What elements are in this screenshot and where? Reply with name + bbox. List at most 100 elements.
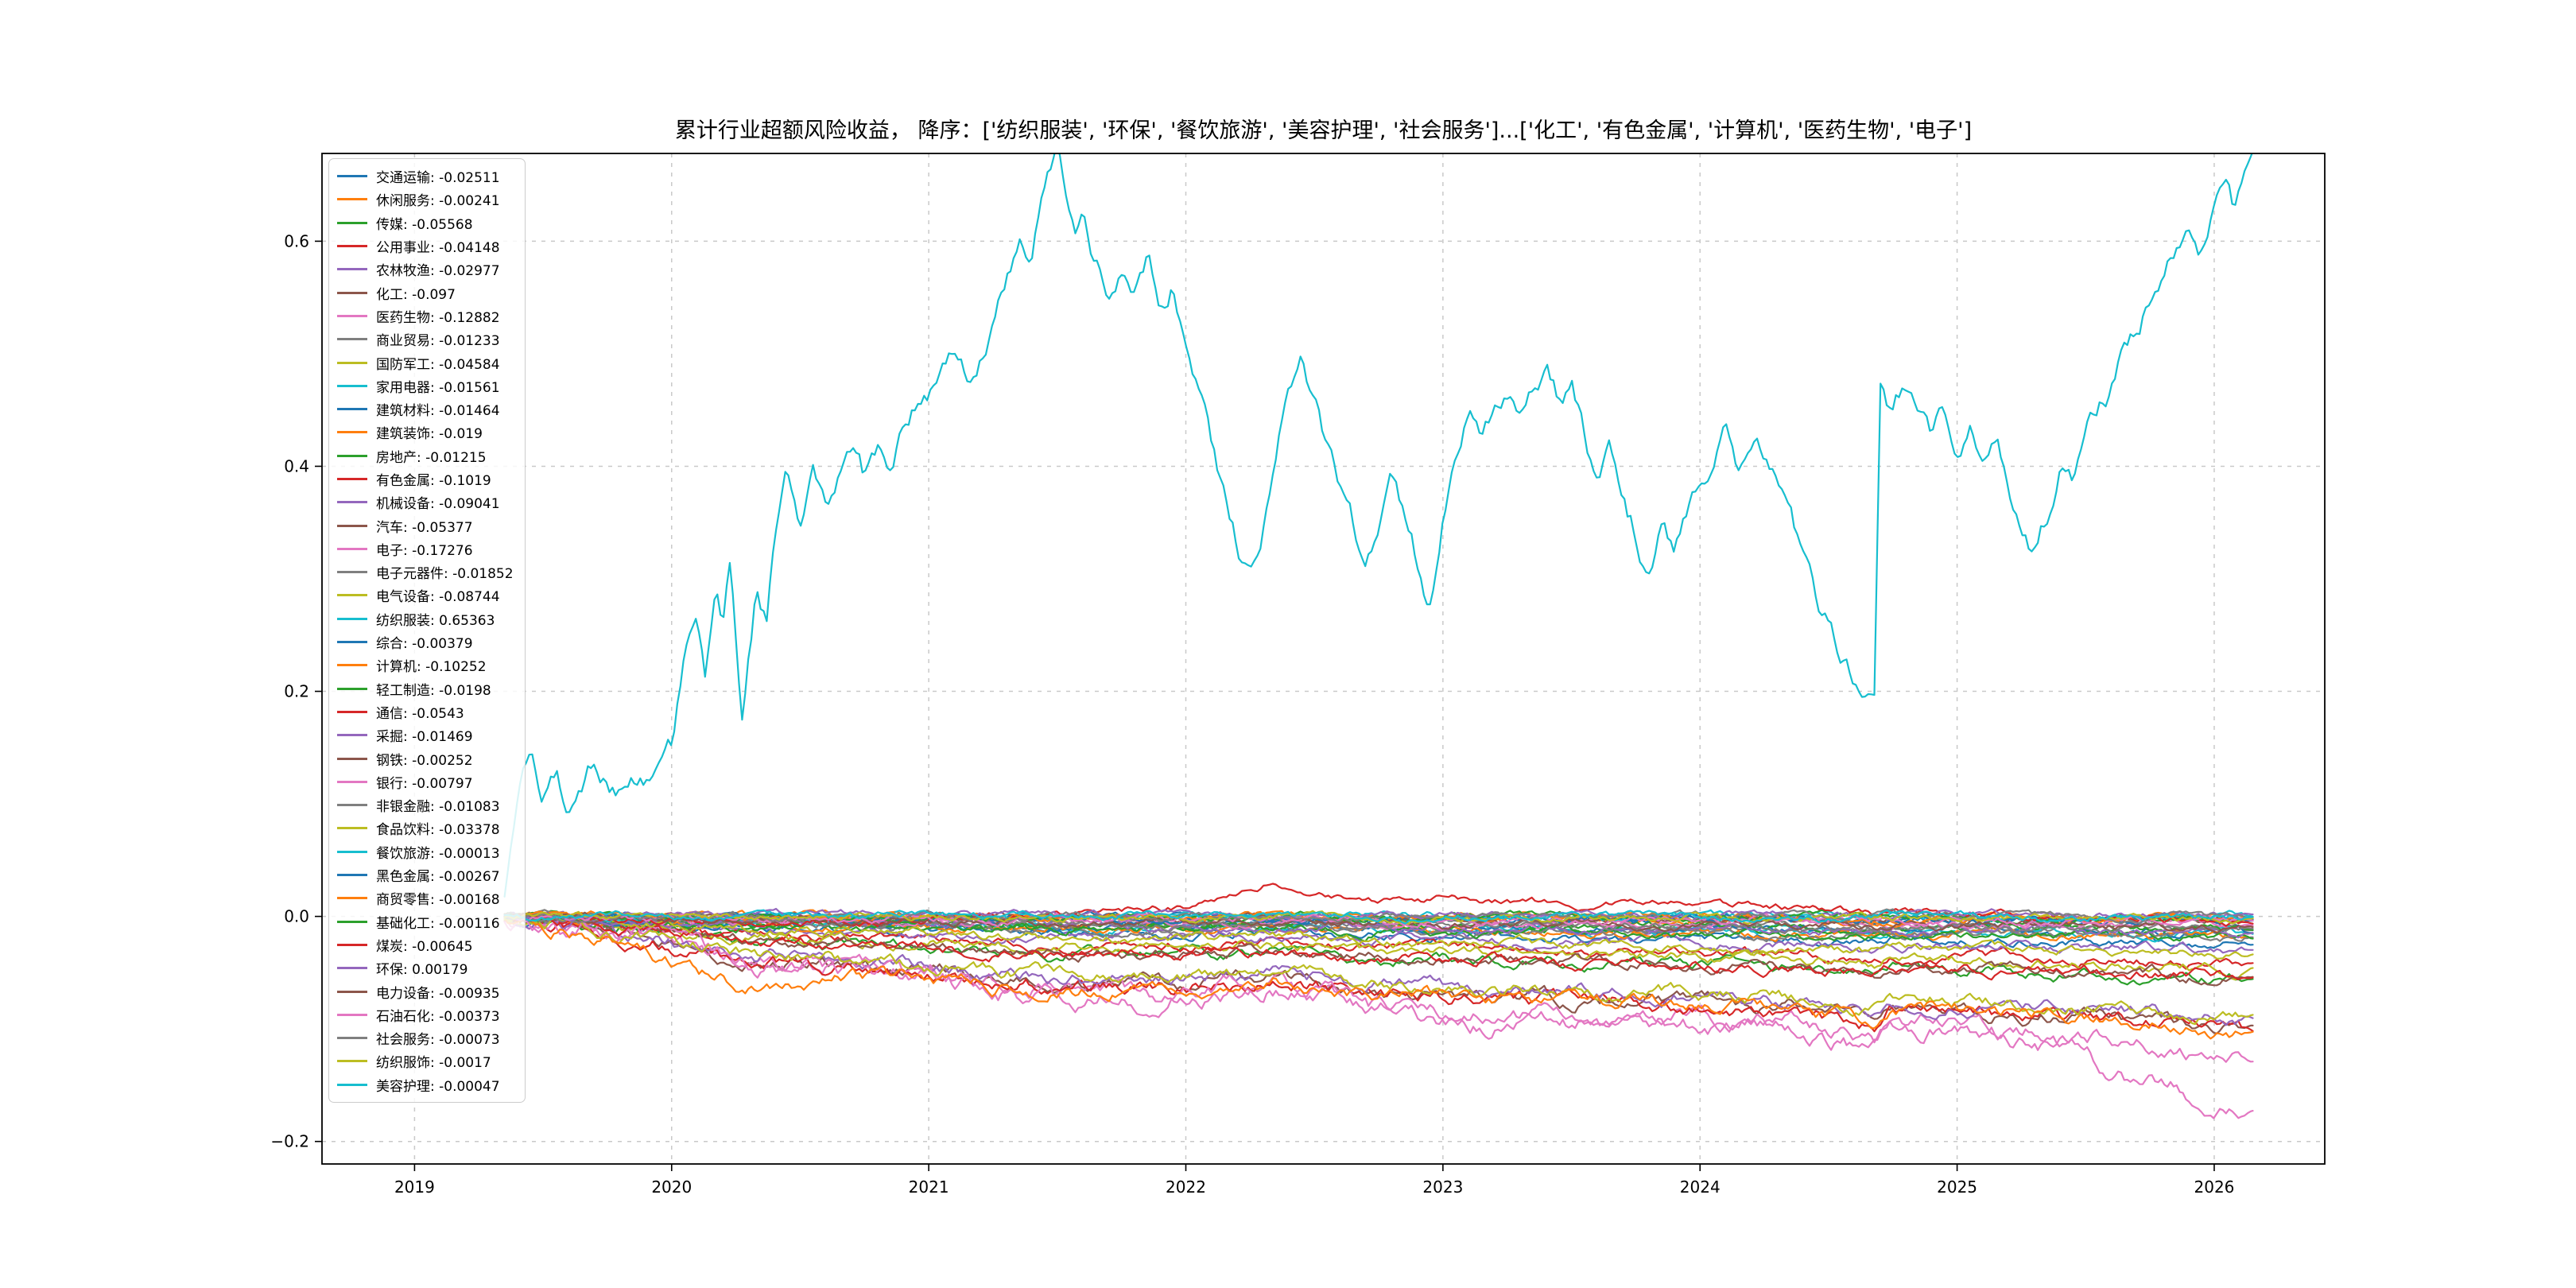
legend-swatch xyxy=(337,198,367,201)
series-line-19 xyxy=(503,153,2253,898)
legend-item: 房地产: -0.01215 xyxy=(337,444,514,467)
legend-label: 电子: -0.17276 xyxy=(376,542,473,559)
legend-swatch xyxy=(337,431,367,434)
y-tick-label: 0.4 xyxy=(284,456,309,475)
legend-item: 社会服务: -0.00073 xyxy=(337,1026,514,1049)
legend-swatch xyxy=(337,245,367,248)
legend-label: 美容护理: -0.00047 xyxy=(376,1078,500,1095)
legend-swatch xyxy=(337,1083,367,1086)
legend-label: 非银金融: -0.01083 xyxy=(376,799,500,816)
legend-swatch xyxy=(337,780,367,783)
legend-label: 计算机: -0.10252 xyxy=(376,659,487,676)
legend-item: 商业贸易: -0.01233 xyxy=(337,328,514,351)
legend-swatch xyxy=(337,501,367,504)
legend-swatch xyxy=(337,687,367,690)
legend-item: 采掘: -0.01469 xyxy=(337,724,514,747)
legend-item: 通信: -0.0543 xyxy=(337,700,514,724)
legend-label: 有色金属: -0.1019 xyxy=(376,473,491,489)
legend-item: 银行: -0.00797 xyxy=(337,770,514,793)
y-tick-label: 0.0 xyxy=(284,907,309,926)
legend-label: 建筑材料: -0.01464 xyxy=(376,403,500,420)
y-tick-label: 0.6 xyxy=(284,231,309,250)
x-tick-label: 2022 xyxy=(1166,1177,1206,1197)
legend-item: 石油石化: -0.00373 xyxy=(337,1003,514,1026)
legend-item: 纺织服装: 0.65363 xyxy=(337,607,514,630)
legend-item: 公用事业: -0.04148 xyxy=(337,235,514,258)
legend: 交通运输: -0.02511 休闲服务: -0.00241 传媒: -0.05568… xyxy=(328,158,526,1103)
legend-label: 轻工制造: -0.0198 xyxy=(376,682,491,699)
legend-label: 电气设备: -0.08744 xyxy=(376,589,500,606)
legend-swatch xyxy=(337,943,367,946)
x-tick-label: 2024 xyxy=(1680,1177,1721,1197)
legend-swatch xyxy=(337,175,367,178)
legend-item: 医药生物: -0.12882 xyxy=(337,305,514,328)
legend-label: 煤炭: -0.00645 xyxy=(376,938,473,955)
legend-swatch xyxy=(337,571,367,574)
legend-label: 公用事业: -0.04148 xyxy=(376,240,500,257)
legend-swatch xyxy=(337,827,367,830)
x-tick-label: 2021 xyxy=(909,1177,949,1197)
legend-swatch xyxy=(337,384,367,387)
legend-label: 餐饮旅游: -0.00013 xyxy=(376,845,500,862)
legend-item: 电力设备: -0.00935 xyxy=(337,980,514,1003)
legend-item: 化工: -0.097 xyxy=(337,281,514,304)
axes xyxy=(315,240,2215,1171)
legend-swatch xyxy=(337,664,367,667)
legend-label: 建筑装饰: -0.019 xyxy=(376,426,483,443)
legend-swatch xyxy=(337,524,367,527)
legend-label: 黑色金属: -0.00267 xyxy=(376,869,500,886)
legend-swatch xyxy=(337,547,367,550)
legend-swatch xyxy=(337,1060,367,1063)
x-tick-label: 2020 xyxy=(651,1177,692,1197)
plot-border xyxy=(321,153,2326,1165)
series-line-38 xyxy=(503,910,2254,925)
legend-item: 餐饮旅游: -0.00013 xyxy=(337,840,514,863)
y-tick-label: 0.2 xyxy=(284,682,309,701)
legend-item: 国防军工: -0.04584 xyxy=(337,351,514,374)
legend-item: 传媒: -0.05568 xyxy=(337,211,514,235)
legend-item: 计算机: -0.10252 xyxy=(337,654,514,677)
series-line-23 xyxy=(503,914,2254,981)
legend-label: 纺织服装: 0.65363 xyxy=(376,612,495,629)
legend-label: 医药生物: -0.12882 xyxy=(376,309,500,326)
series-line-16 xyxy=(503,917,2254,1119)
legend-label: 传媒: -0.05568 xyxy=(376,216,473,233)
legend-swatch xyxy=(337,920,367,923)
legend-item: 综合: -0.00379 xyxy=(337,630,514,654)
legend-item: 休闲服务: -0.00241 xyxy=(337,188,514,211)
legend-label: 农林牧渔: -0.02977 xyxy=(376,263,500,280)
legend-item: 有色金属: -0.1019 xyxy=(337,467,514,491)
legend-label: 机械设备: -0.09041 xyxy=(376,496,500,513)
legend-swatch xyxy=(337,314,367,317)
legend-swatch xyxy=(337,990,367,993)
series-line-28 xyxy=(503,914,2254,960)
series-line-37 xyxy=(503,908,2254,925)
legend-item: 电气设备: -0.08744 xyxy=(337,584,514,607)
legend-label: 环保: 0.00179 xyxy=(376,962,468,979)
legend-label: 基础化工: -0.00116 xyxy=(376,915,500,932)
legend-label: 汽车: -0.05377 xyxy=(376,519,473,536)
legend-label: 房地产: -0.01215 xyxy=(376,449,487,466)
legend-label: 采掘: -0.01469 xyxy=(376,729,473,746)
legend-item: 轻工制造: -0.0198 xyxy=(337,677,514,700)
tick-labels: 2019 2020 2021 2022 2023 2024 2025 2026 −0.2 0.0 0… xyxy=(270,231,2234,1197)
legend-swatch xyxy=(337,734,367,737)
legend-swatch xyxy=(337,408,367,411)
series-lines xyxy=(503,153,2254,1119)
legend-label: 电力设备: -0.00935 xyxy=(376,985,500,1002)
legend-item: 环保: 0.00179 xyxy=(337,956,514,980)
legend-swatch xyxy=(337,757,367,760)
legend-label: 商业贸易: -0.01233 xyxy=(376,333,500,350)
legend-label: 电子元器件: -0.01852 xyxy=(376,566,514,583)
legend-item: 基础化工: -0.00116 xyxy=(337,910,514,933)
legend-swatch xyxy=(337,850,367,853)
legend-item: 汽车: -0.05377 xyxy=(337,514,514,537)
legend-label: 商贸零售: -0.00168 xyxy=(376,892,500,909)
series-line-3 xyxy=(503,914,2254,970)
legend-item: 建筑材料: -0.01464 xyxy=(337,398,514,421)
series-line-13 xyxy=(503,913,2254,1033)
legend-label: 钢铁: -0.00252 xyxy=(376,752,473,769)
legend-item: 机械设备: -0.09041 xyxy=(337,491,514,514)
legend-label: 通信: -0.0543 xyxy=(376,705,464,722)
